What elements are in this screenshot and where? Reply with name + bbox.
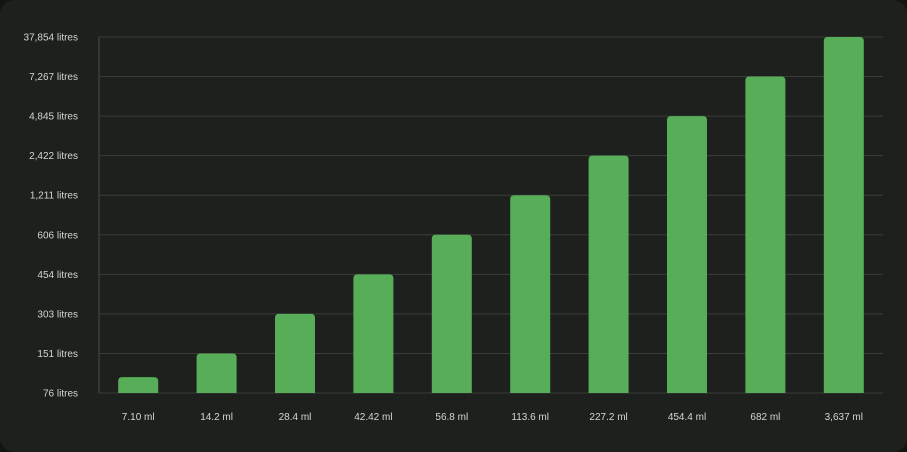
y-tick-label: 37,854 litres <box>24 33 78 44</box>
y-tick-label: 4,845 litres <box>29 112 78 123</box>
y-axis-tick-labels: 76 litres 151 litres 303 litres 454 litres 6… <box>24 33 78 400</box>
bar[interactable] <box>667 116 707 393</box>
x-tick-label: 454.4 ml <box>668 412 706 423</box>
bar[interactable] <box>118 377 159 393</box>
bar[interactable] <box>745 76 786 394</box>
y-tick-label: 76 litres <box>43 389 78 400</box>
bar-series <box>118 37 864 394</box>
x-tick-label: 7.10 ml <box>122 412 155 423</box>
x-tick-label: 682 ml <box>750 412 780 423</box>
x-tick-label: 42.42 ml <box>354 412 392 423</box>
bar[interactable] <box>510 195 551 393</box>
y-tick-label: 1,211 litres <box>30 191 78 202</box>
x-tick-label: 113.6 ml <box>511 412 549 423</box>
bar[interactable] <box>196 353 237 393</box>
bar[interactable] <box>588 155 629 393</box>
y-tick-label: 151 litres <box>37 349 78 360</box>
y-tick-label: 2,422 litres <box>29 151 78 162</box>
y-tick-label: 454 litres <box>37 270 78 281</box>
y-tick-label: 606 litres <box>37 230 78 241</box>
y-tick-label: 7,267 litres <box>29 72 78 83</box>
x-axis-tick-labels: 7.10 ml 14.2 ml 28.4 ml 42.42 ml 56.8 ml 113.… <box>122 412 863 423</box>
x-tick-label: 3,637 ml <box>825 412 863 423</box>
y-tick-label: 303 litres <box>37 309 78 320</box>
x-tick-label: 14.2 ml <box>200 412 233 423</box>
x-tick-label: 56.8 ml <box>435 412 468 423</box>
x-tick-label: 28.4 ml <box>279 412 312 423</box>
bar[interactable] <box>823 37 864 393</box>
bar[interactable] <box>275 313 315 393</box>
bar[interactable] <box>431 234 472 393</box>
bar[interactable] <box>353 274 394 393</box>
x-tick-label: 227.2 ml <box>589 412 627 423</box>
